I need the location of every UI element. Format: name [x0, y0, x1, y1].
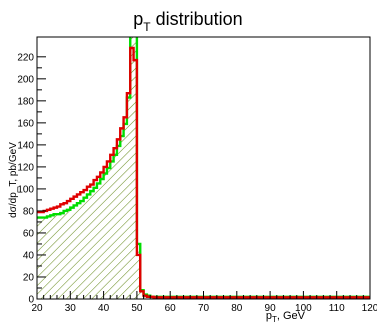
y-tick-label: 0 — [28, 295, 34, 306]
y-tick-label: 140 — [17, 140, 34, 151]
chart-title-sub: T — [143, 20, 151, 34]
y-tick-label: 60 — [23, 228, 35, 239]
x-axis-label-main: p — [266, 310, 272, 322]
y-tick-label: 100 — [17, 184, 34, 195]
y-tick-label: 120 — [17, 162, 34, 173]
plot-area — [37, 37, 370, 299]
y-tick-label: 180 — [17, 96, 34, 107]
x-tick-label: 20 — [31, 303, 43, 314]
series-red-outline — [37, 46, 370, 299]
x-tick-label: 110 — [329, 303, 345, 314]
x-tick-label: 80 — [231, 303, 243, 314]
x-tick-label: 60 — [165, 303, 177, 314]
chart-title-main: p — [133, 9, 143, 29]
chart-title: pT distribution — [133, 9, 242, 34]
x-tick-label: 50 — [131, 303, 143, 314]
y-tick-label: 80 — [23, 206, 35, 217]
y-axis-label: dσ/dp_T, pb/GeV — [8, 142, 19, 218]
x-tick-label: 120 — [362, 303, 377, 314]
x-axis-label: pT, GeV — [266, 310, 306, 324]
axes: 20 30 40 50 60 70 80 90 100 110 120020406080100120… — [17, 36, 377, 314]
x-tick-label: 90 — [265, 303, 277, 314]
x-axis-label-sub: T — [272, 315, 277, 324]
plot-clip-group — [37, 37, 370, 299]
series-green-hatch-fill — [37, 37, 370, 299]
x-tick-label: 40 — [98, 303, 110, 314]
x-tick-label: 100 — [295, 303, 312, 314]
y-tick-label: 220 — [17, 52, 34, 63]
y-tick-label: 20 — [23, 272, 35, 283]
chart-title-rest: distribution — [151, 9, 243, 29]
x-axis-label-rest: , GeV — [277, 310, 306, 322]
y-tick-label: 40 — [23, 250, 35, 261]
y-tick-label: 200 — [17, 74, 34, 85]
x-tick-label: 70 — [198, 303, 210, 314]
x-tick-label: 30 — [65, 303, 77, 314]
y-tick-label: 160 — [17, 118, 34, 129]
